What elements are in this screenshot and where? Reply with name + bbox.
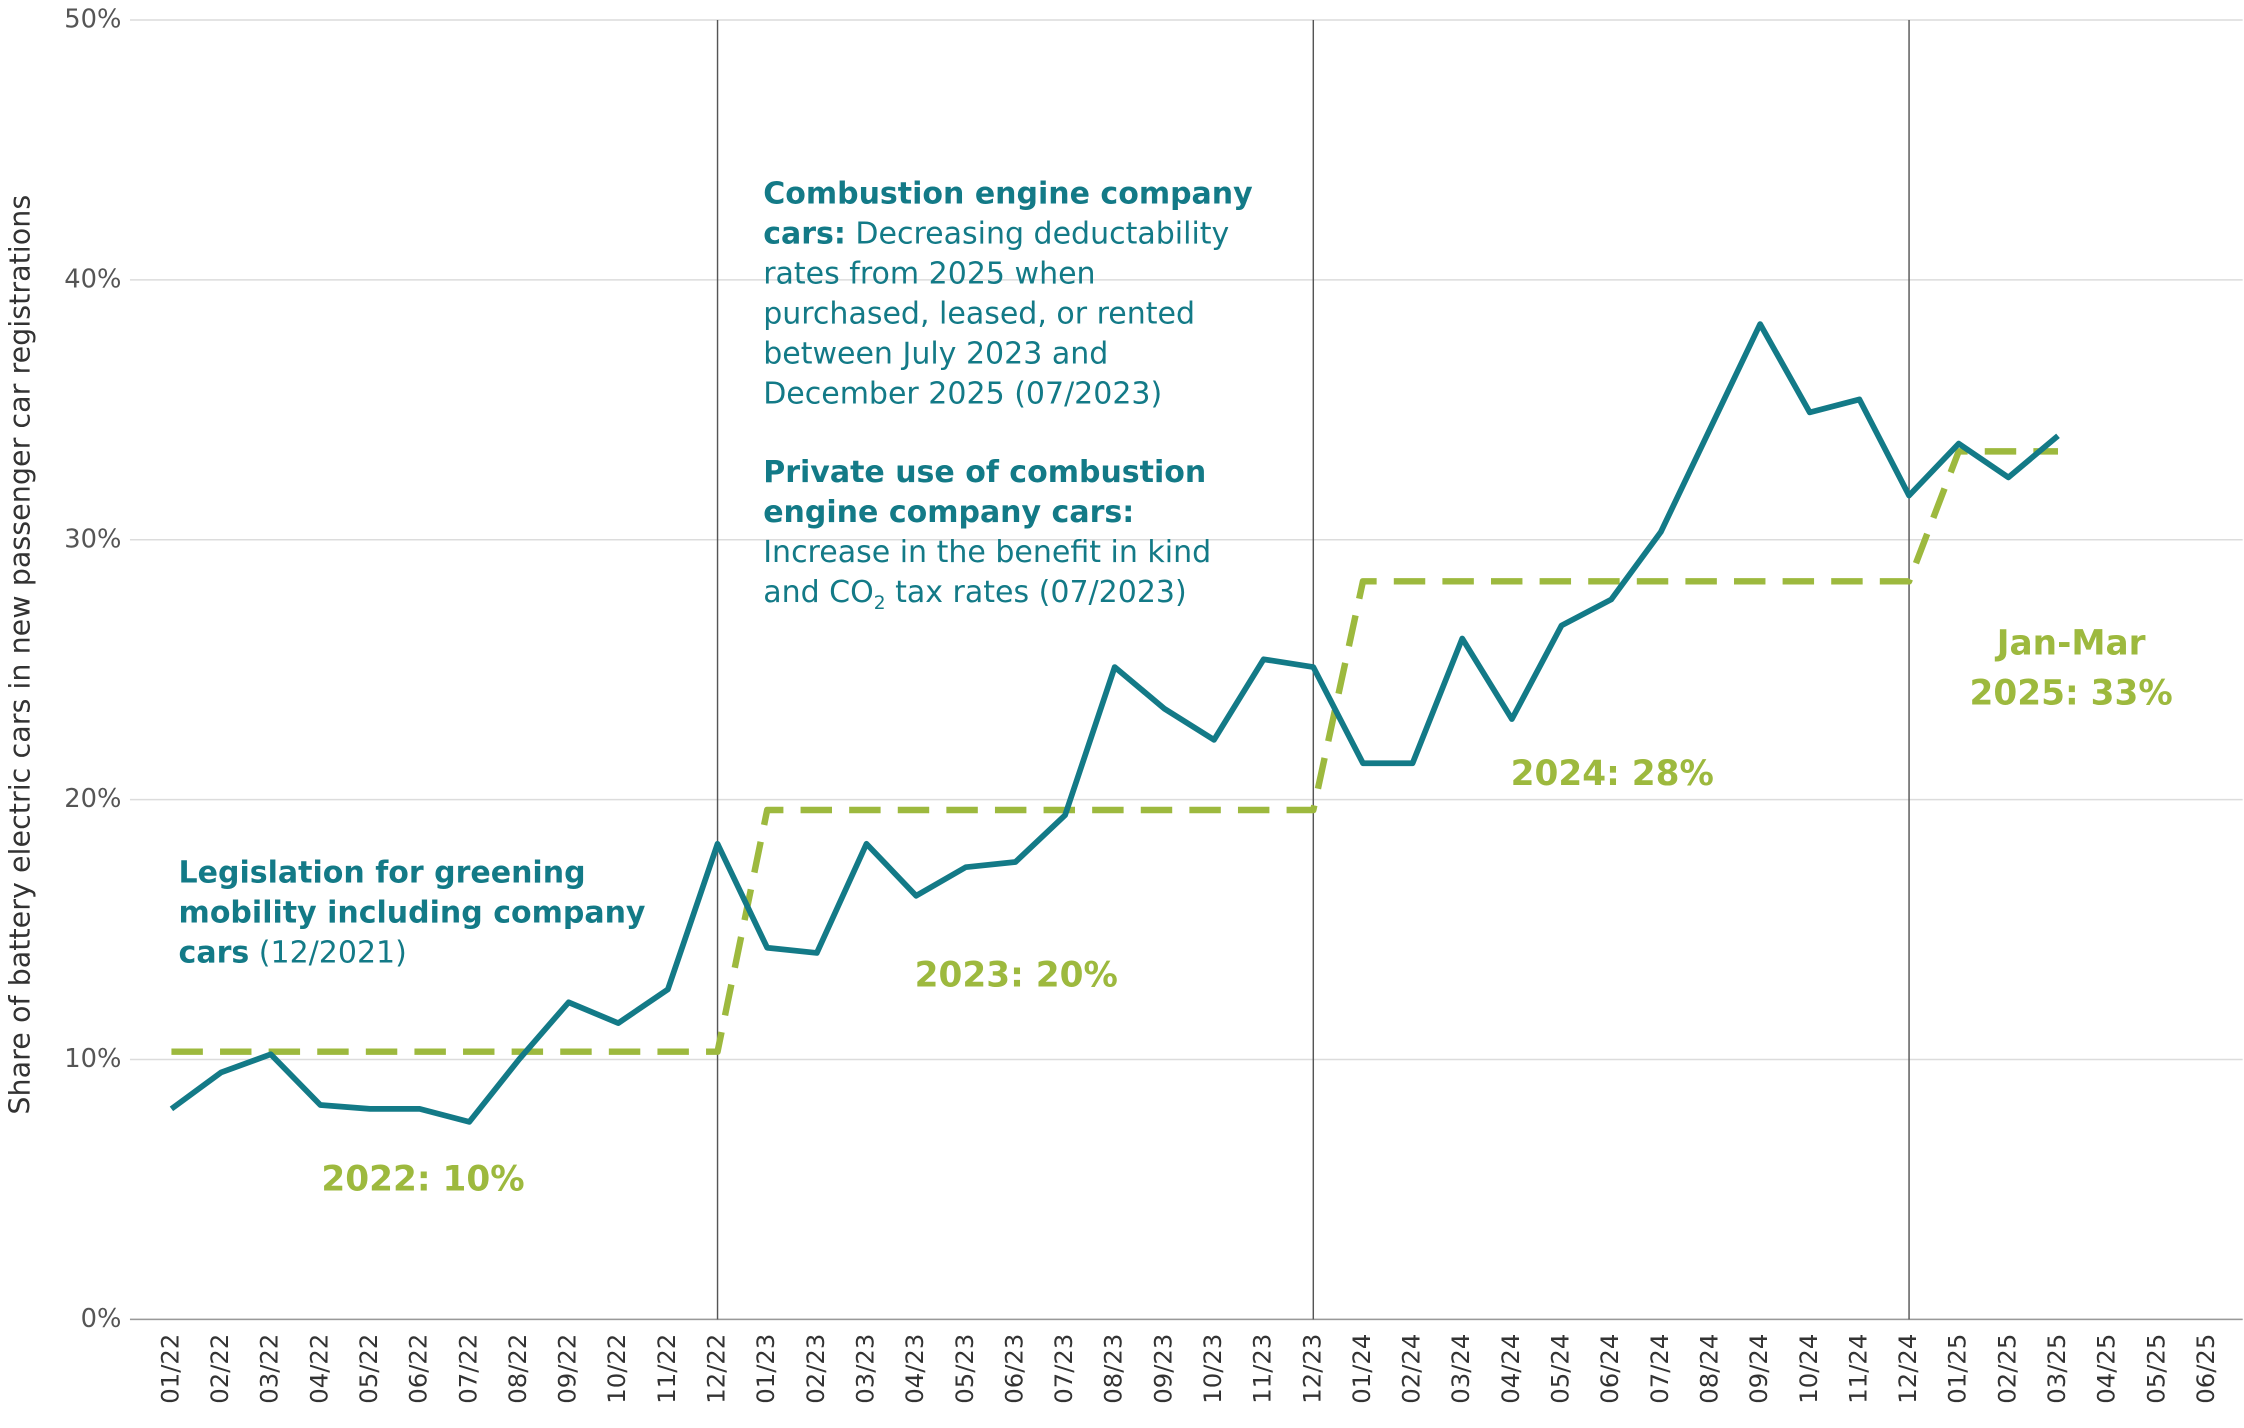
annotation-text: 2025: 33% [1970,673,2173,713]
annotation: Legislation for greening [179,855,586,890]
x-tick-label: 09/24 [1744,1334,1773,1404]
x-tick-label: 01/25 [1943,1334,1972,1404]
x-tick-label: 01/24 [1347,1334,1376,1404]
annotation-text: 2022: 10% [321,1159,524,1199]
x-tick-label: 06/25 [2191,1334,2220,1404]
annotation-text: cars: [763,216,846,251]
x-tick-label: 04/25 [2092,1334,2121,1404]
average-line [171,448,2058,1055]
x-tick-label: 12/22 [702,1334,731,1404]
annotation-text: tax rates (07/2023) [886,575,1187,610]
annotation-text: and CO [763,575,874,610]
annotation-text: December 2025 (07/2023) [763,376,1162,411]
x-tick-label: 01/23 [751,1334,780,1404]
annotation-text: rates from 2025 when [763,256,1095,291]
x-tick-label: 11/23 [1248,1334,1277,1404]
x-tick-label: 01/22 [155,1334,184,1404]
x-tick-label: 04/23 [900,1334,929,1404]
annotation: mobility including company [179,895,646,930]
x-tick-label: 02/25 [1992,1334,2021,1404]
x-tick-label: 05/24 [1546,1334,1575,1404]
annotation-text: between July 2023 and [763,336,1108,371]
annotation: Jan-Mar [1995,623,2146,663]
x-tick-label: 09/22 [553,1334,582,1404]
y-tick-label: 40% [64,264,121,294]
x-tick-label: 02/22 [205,1334,234,1404]
x-tick-label: 07/22 [453,1334,482,1404]
x-tick-label: 02/23 [801,1334,830,1404]
annotation-text: Private use of combustion [763,455,1206,490]
x-tick-label: 10/22 [602,1334,631,1404]
x-tick-label: 08/22 [503,1334,532,1404]
y-tick-label: 20% [64,784,121,814]
annotation: cars: Decreasing deductability [763,216,1229,251]
annotation-text: purchased, leased, or rented [763,296,1195,331]
annotation: engine company cars: [763,495,1134,530]
annotation: 2023: 20% [915,955,1118,995]
x-tick-label: 10/23 [1198,1334,1227,1404]
annotation: Increase in the benefit in kind [763,535,1211,570]
x-tick-label: 03/24 [1446,1334,1475,1404]
annotation: Combustion engine company [763,176,1253,211]
x-tick-label: 08/24 [1694,1334,1723,1404]
x-tick-label: 06/24 [1595,1334,1624,1404]
x-tick-label: 09/23 [1148,1334,1177,1404]
x-tick-label: 06/22 [404,1334,433,1404]
y-tick-label: 10% [64,1044,121,1074]
annotation-text: mobility including company [179,895,646,930]
annotation-text: Legislation for greening [179,855,586,890]
x-tick-label: 05/25 [2141,1334,2170,1404]
x-tick-label: 04/22 [304,1334,333,1404]
annotation: cars (12/2021) [179,935,407,970]
annotation-text: Jan-Mar [1995,623,2146,663]
annotation: Private use of combustion [763,455,1206,490]
y-axis-label: Share of battery electric cars in new pa… [2,195,36,1115]
x-tick-label: 08/23 [1099,1334,1128,1404]
annotation-text: 2023: 20% [915,955,1118,995]
x-tick-label: 04/24 [1496,1334,1525,1404]
annotation: rates from 2025 when [763,256,1095,291]
x-tick-label: 03/22 [255,1334,284,1404]
annotation: and CO2 tax rates (07/2023) [763,575,1187,615]
x-tick-label: 11/24 [1843,1334,1872,1404]
annotation: between July 2023 and [763,336,1108,371]
x-tick-label: 12/23 [1297,1334,1326,1404]
x-tick-label: 05/22 [354,1334,383,1404]
x-tick-label: 03/25 [2042,1334,2071,1404]
annotation-text: Decreasing deductability [846,216,1229,251]
annotation-text: 2024: 28% [1511,753,1714,793]
y-tick-label: 30% [64,524,121,554]
y-tick-label: 0% [81,1304,122,1334]
x-tick-label: 07/23 [1049,1334,1078,1404]
annotation: purchased, leased, or rented [763,296,1195,331]
annotation-text: (12/2021) [249,935,407,970]
x-tick-label: 05/23 [950,1334,979,1404]
x-tick-label: 10/24 [1794,1334,1823,1404]
annotation-text: cars [179,935,250,970]
x-tick-label: 02/24 [1397,1334,1426,1404]
share-line [169,321,2060,1125]
annotation-text: Combustion engine company [763,176,1253,211]
x-tick-label: 12/24 [1893,1334,1922,1404]
x-tick-label: 06/23 [999,1334,1028,1404]
annotation-text: engine company cars: [763,495,1134,530]
annotation: 2025: 33% [1970,673,2173,713]
annotation-text: 2 [874,593,886,614]
annotation-text: Increase in the benefit in kind [763,535,1211,570]
x-tick-label: 07/24 [1645,1334,1674,1404]
y-tick-label: 50% [64,5,121,35]
annotation: December 2025 (07/2023) [763,376,1162,411]
annotation: 2022: 10% [321,1159,524,1199]
annotation: 2024: 28% [1511,753,1714,793]
x-tick-label: 11/22 [652,1334,681,1404]
x-tick-label: 03/23 [850,1334,879,1404]
